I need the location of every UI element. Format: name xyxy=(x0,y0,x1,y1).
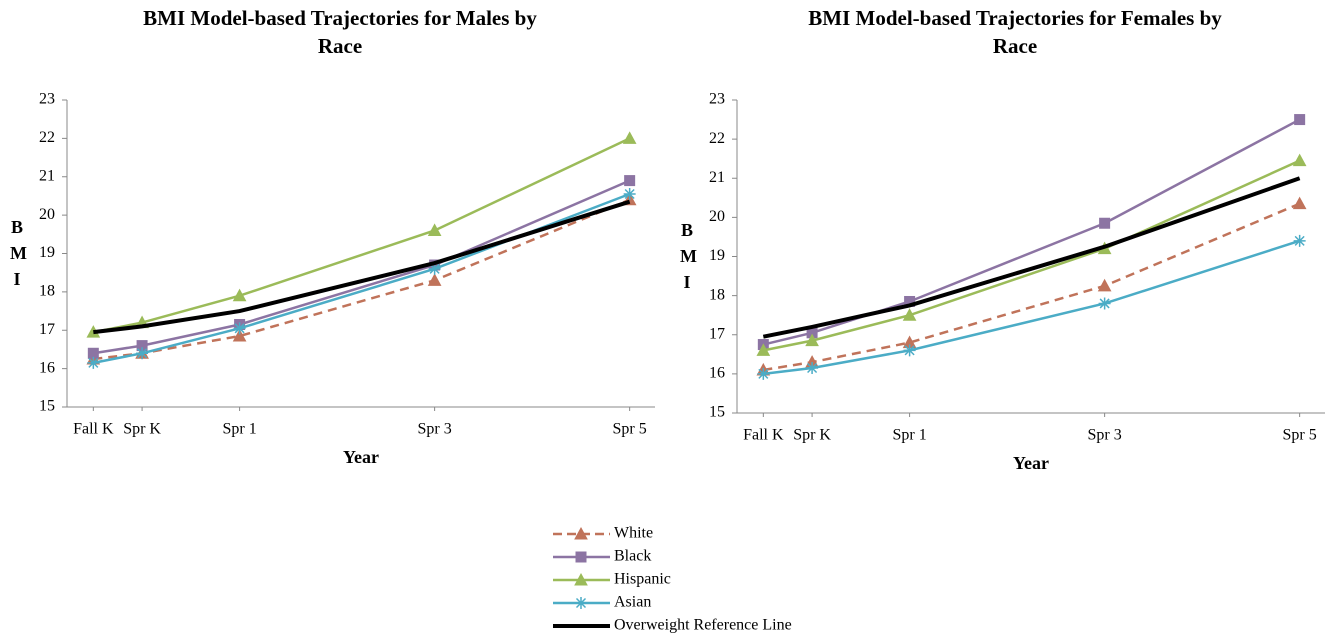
legend-marker xyxy=(574,572,588,586)
x-tick-label: Spr 5 xyxy=(613,421,647,438)
x-axis-title: Year xyxy=(343,447,379,467)
legend-label: Overweight Reference Line xyxy=(614,617,792,634)
y-axis-title: BMI xyxy=(10,216,27,289)
series-line xyxy=(762,176,1301,339)
y-tick-label: 22 xyxy=(39,129,55,146)
y-tick-label: 20 xyxy=(709,208,725,225)
y-tick-label: 21 xyxy=(39,167,55,184)
y-tick-label: 16 xyxy=(709,365,725,382)
marker xyxy=(428,262,441,275)
y-tick-label: 23 xyxy=(709,91,725,108)
y-tick-label: 18 xyxy=(709,286,725,303)
x-tick-label: Fall K xyxy=(743,427,784,444)
marker xyxy=(1098,297,1111,310)
series-line xyxy=(763,118,1301,346)
y-tick-label: 15 xyxy=(39,398,55,415)
series-line xyxy=(93,179,631,355)
marker xyxy=(87,347,99,359)
legend-marker xyxy=(575,597,587,609)
x-tick-label: Spr 1 xyxy=(222,421,256,438)
marker xyxy=(1292,153,1307,167)
marker xyxy=(624,175,636,187)
marker xyxy=(1292,196,1307,210)
marker xyxy=(1097,278,1112,292)
series-line xyxy=(93,198,631,361)
marker xyxy=(1293,234,1306,247)
series-line xyxy=(763,202,1301,372)
marker xyxy=(1294,114,1306,126)
y-tick-label: 18 xyxy=(39,283,55,300)
y-tick-label: 15 xyxy=(709,404,725,421)
y-tick-label: 17 xyxy=(709,325,725,342)
x-tick-label: Spr K xyxy=(793,427,831,444)
marker xyxy=(806,362,819,375)
marker xyxy=(756,343,771,356)
chart-title: BMI Model-based Trajectories for Males b… xyxy=(143,6,537,58)
marker xyxy=(232,328,247,342)
marker xyxy=(136,347,149,360)
y-tick-label: 22 xyxy=(709,130,725,147)
y-tick-label: 19 xyxy=(709,247,725,264)
marker xyxy=(902,308,917,321)
y-tick-label: 17 xyxy=(39,321,55,338)
legend-marker xyxy=(574,526,588,540)
marker xyxy=(232,288,247,302)
marker xyxy=(622,131,637,144)
y-tick-label: 21 xyxy=(709,169,725,186)
series-line xyxy=(93,199,631,335)
legend-label: White xyxy=(614,525,653,542)
legend-label: Black xyxy=(614,548,651,565)
y-tick-label: 16 xyxy=(39,359,55,376)
legend-label: Asian xyxy=(614,594,651,611)
marker xyxy=(903,344,916,357)
x-tick-label: Spr K xyxy=(123,421,161,438)
legend-label: Hispanic xyxy=(614,571,671,588)
marker xyxy=(757,367,770,380)
series-line xyxy=(93,137,631,334)
marker xyxy=(427,273,442,286)
x-tick-label: Spr 1 xyxy=(892,427,926,444)
y-axis-title: BMI xyxy=(680,219,697,292)
x-axis-title: Year xyxy=(1013,453,1049,473)
x-tick-label: Spr 3 xyxy=(418,421,452,438)
marker xyxy=(87,356,100,369)
marker xyxy=(623,188,636,201)
marker xyxy=(427,223,442,236)
marker xyxy=(805,333,819,347)
marker xyxy=(1099,217,1111,229)
y-tick-label: 23 xyxy=(39,91,55,108)
y-tick-label: 19 xyxy=(39,244,55,261)
x-tick-label: Spr 5 xyxy=(1283,427,1317,444)
legend-marker xyxy=(575,551,587,563)
y-tick-label: 20 xyxy=(39,206,55,223)
marker xyxy=(233,322,246,335)
x-tick-label: Fall K xyxy=(73,421,114,438)
chart-title: BMI Model-based Trajectories for Females… xyxy=(808,6,1222,58)
x-tick-label: Spr 3 xyxy=(1088,427,1122,444)
